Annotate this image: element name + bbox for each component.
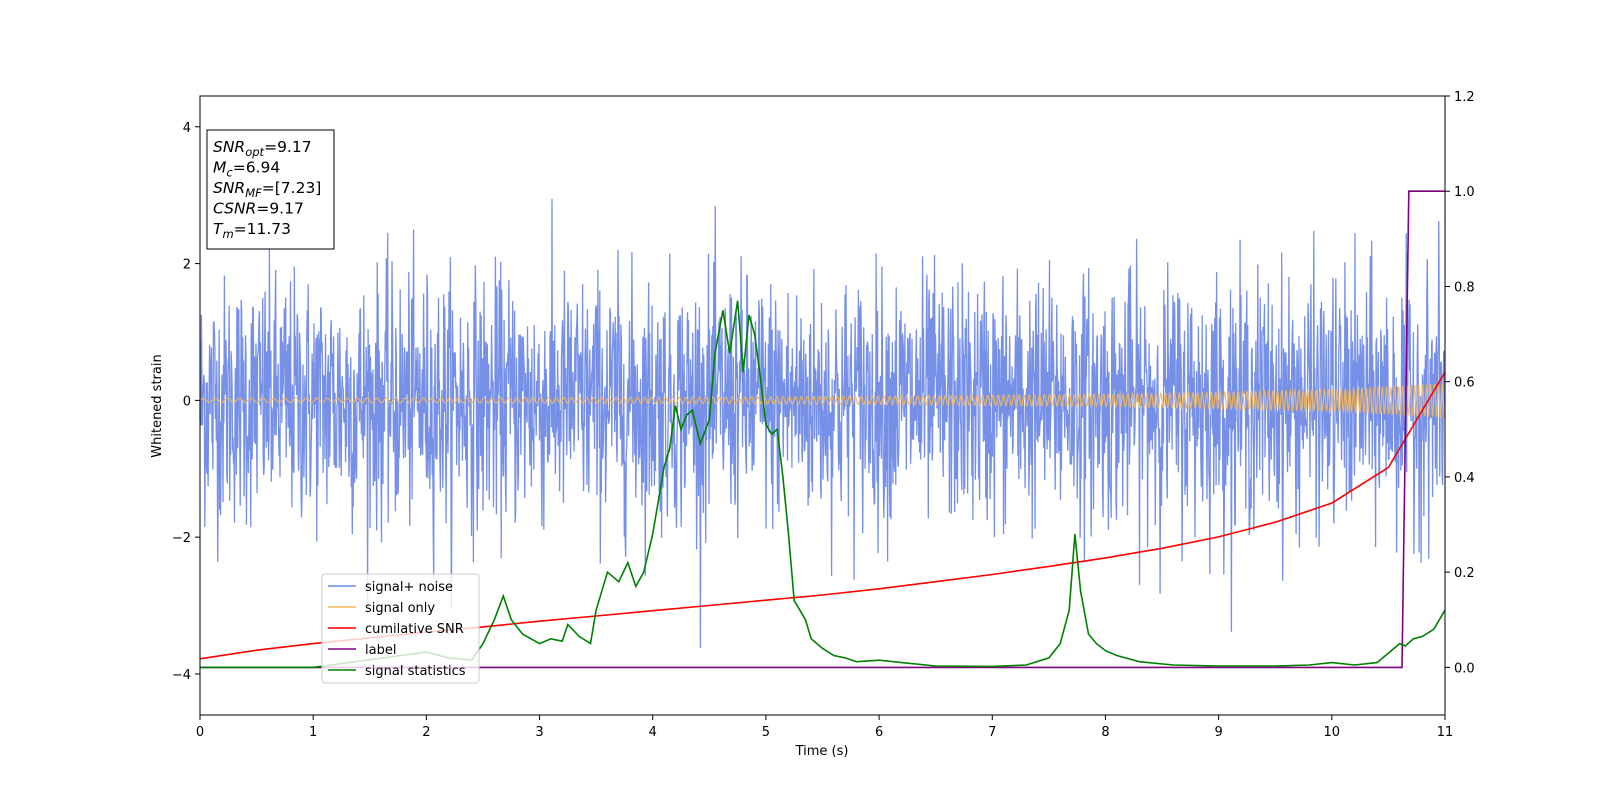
info-box-frame (206, 129, 335, 250)
series-label-line (200, 190, 1445, 669)
info-line: SNRMF=[7.23] (213, 179, 321, 200)
legend-label: signal only (365, 601, 435, 616)
legend-box (321, 573, 480, 684)
x-tick-label: 5 (762, 725, 770, 740)
y-left-tick-label: 2 (183, 258, 191, 273)
legend-label: label (365, 643, 396, 658)
y-right-tick-label: 1.2 (1454, 90, 1475, 105)
info-line: Mc=6.94 (213, 159, 280, 180)
info-line: Tm=11.73 (213, 220, 291, 241)
series-signal-noise-line (199, 198, 1446, 648)
y-left-tick-label: −2 (172, 531, 191, 546)
y-left-tick-label: 0 (183, 394, 191, 409)
y-right-tick-label: 0.4 (1454, 471, 1475, 486)
x-tick-label: 1 (309, 725, 317, 740)
x-tick-label: 4 (649, 725, 657, 740)
x-axis-label: Time (s) (795, 744, 849, 759)
plot-frame (199, 95, 1446, 716)
legend-label: cumilative SNR (365, 622, 464, 637)
y-right-tick-label: 1.0 (1454, 185, 1475, 200)
x-tick-label: 10 (1324, 725, 1341, 740)
x-tick-label: 11 (1437, 725, 1454, 740)
x-tick-label: 7 (988, 725, 996, 740)
y-right-tick-label: 0.2 (1454, 566, 1475, 581)
x-tick-label: 2 (422, 725, 430, 740)
x-tick-label: 0 (196, 725, 204, 740)
y-right-tick-label: 0.8 (1454, 280, 1475, 295)
y-right-tick-label: 0.6 (1454, 376, 1475, 391)
series-signal-only-line (199, 382, 1446, 419)
legend-label: signal statistics (365, 664, 466, 679)
x-tick-label: 6 (875, 725, 883, 740)
y-left-tick-label: −4 (172, 668, 191, 683)
legend: signal+ noise signal only cumilative SNR la… (321, 573, 480, 684)
y-left-tick-label: 4 (183, 121, 191, 136)
x-tick-label: 3 (535, 725, 543, 740)
x-tick-label: 9 (1214, 725, 1222, 740)
info-line: CSNR=9.17 (213, 200, 304, 218)
legend-label: signal+ noise (365, 580, 453, 595)
y-axis-label: Whitened strain (150, 354, 165, 457)
x-tick-label: 8 (1101, 725, 1109, 740)
series-signal-statistics-line (200, 300, 1446, 669)
y-right-tick-label: 0.0 (1454, 661, 1475, 676)
info-line: SNRopt=9.17 (213, 138, 312, 159)
axes: 0 1 2 3 4 5 6 7 8 9 10 11 −4 −2 0 2 4 0.0 0.2 0.4 0.6 0.8 1.0 1… (172, 90, 1475, 740)
